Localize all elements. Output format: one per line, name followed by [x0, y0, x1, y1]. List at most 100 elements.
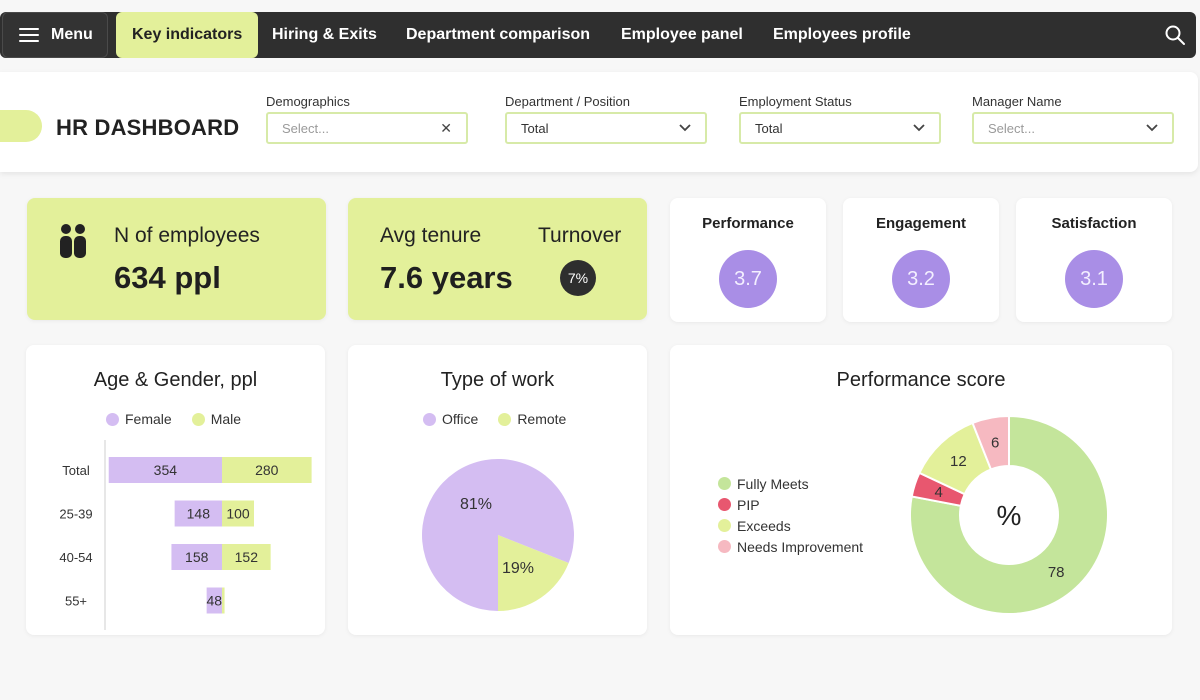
legend-item-exceeds: Exceeds	[718, 515, 863, 536]
accent-pill	[0, 110, 42, 142]
chart-legend: Fully Meets PIP Exceeds Needs Improvemen…	[718, 473, 863, 557]
performance-donut-chart: 78 4 12 6%	[909, 414, 1109, 615]
bar-female	[174, 500, 222, 527]
legend-swatch	[106, 412, 119, 426]
donut-center-label: %	[997, 500, 1022, 531]
chevron-down-icon	[679, 124, 691, 132]
kpi-employees-card: N of employees 634 ppl	[27, 198, 326, 320]
chart-title: Age & Gender, ppl	[93, 369, 258, 391]
score-value: 3.7	[719, 250, 777, 308]
chevron-down-icon	[1146, 124, 1158, 132]
tab-label: Employees profile	[773, 26, 911, 43]
select-value: Total	[755, 120, 783, 136]
legend-label: PIP	[737, 496, 760, 513]
chart-title: Performance score	[836, 369, 1006, 391]
score-title: Performance	[702, 215, 794, 232]
filter-label: Demographics	[266, 94, 350, 109]
legend-label: Female	[125, 411, 172, 427]
legend-item-pip: PIP	[718, 494, 863, 515]
data-label-male: 152	[235, 549, 259, 565]
legend-swatch	[718, 477, 731, 490]
data-label-female: 158	[185, 549, 209, 565]
bar-female	[108, 457, 222, 483]
select-placeholder: Select...	[282, 120, 329, 136]
tab-key-indicators[interactable]: Key indicators	[116, 12, 259, 58]
data-label-female: 48	[207, 593, 223, 609]
y-tick-label: Total	[62, 463, 90, 478]
legend-swatch	[498, 412, 512, 426]
type-of-work-pie-chart: 81% 19%	[422, 459, 574, 611]
data-label-female: 354	[154, 462, 178, 478]
tab-department-comparison[interactable]: Department comparison	[406, 12, 590, 58]
kpi-value: 7.6 years	[380, 260, 513, 295]
legend-swatch	[423, 412, 436, 426]
bar-male	[222, 544, 271, 570]
y-tick-label: 40-54	[59, 550, 92, 565]
satisfaction-score-card: Satisfaction 3.1	[1016, 198, 1172, 322]
kpi-label: N of employees	[114, 224, 260, 247]
filter-label: Manager Name	[972, 94, 1062, 109]
chart-title: Type of work	[440, 369, 555, 391]
bar-male	[222, 457, 312, 483]
search-icon[interactable]	[1164, 24, 1186, 46]
filter-label: Department / Position	[505, 94, 631, 109]
top-navigation-bar: Menu Key indicators Hiring & Exits Depar…	[0, 12, 1196, 58]
filter-department-position: Department / Position Total	[505, 94, 707, 144]
legend-label: Fully Meets	[737, 475, 809, 492]
chevron-down-icon	[913, 124, 925, 132]
demographics-select[interactable]: Select... ✕	[266, 112, 468, 144]
legend-swatch	[718, 519, 731, 532]
kpi-tenure-card: Avg tenure 7.6 years Turnover 7%	[348, 198, 647, 320]
donut-data-label: 12	[950, 453, 967, 470]
pie-slice-remote	[498, 535, 569, 611]
filter-employment-status: Employment Status Total	[739, 94, 941, 144]
legend-swatch	[718, 498, 731, 511]
legend-item-office: Office	[423, 411, 478, 427]
department-position-select[interactable]: Total	[505, 112, 707, 144]
bar-male	[222, 587, 225, 614]
filter-manager-name: Manager Name Select...	[972, 94, 1174, 144]
dashboard-header: HR DASHBOARD Demographics Select... ✕ De…	[0, 72, 1198, 172]
manager-name-select[interactable]: Select...	[972, 112, 1174, 144]
donut-data-label: 78	[1048, 564, 1065, 581]
legend-label: Remote	[517, 411, 567, 427]
y-tick-label: 25-39	[59, 507, 92, 522]
tab-hiring-exits[interactable]: Hiring & Exits	[272, 12, 377, 58]
tab-label: Employee panel	[621, 26, 743, 43]
filter-demographics: Demographics Select... ✕	[266, 94, 468, 144]
data-label-female: 148	[187, 506, 211, 522]
chart-legend: Female Male	[106, 411, 241, 427]
performance-score-chart-card: Performance score Fully Meets PIP Exceed…	[670, 345, 1172, 635]
donut-slice-fully-meets	[909, 414, 1109, 615]
turnover-badge: 7%	[560, 260, 596, 296]
page-title: HR DASHBOARD	[56, 115, 240, 140]
legend-label: Office	[442, 411, 479, 427]
score-value: 3.2	[892, 250, 950, 308]
tab-employees-profile[interactable]: Employees profile	[773, 12, 911, 58]
legend-item-fully-meets: Fully Meets	[718, 473, 863, 494]
select-value: Total	[521, 120, 549, 136]
tab-employee-panel[interactable]: Employee panel	[621, 12, 743, 58]
turnover-label: Turnover	[538, 224, 622, 247]
menu-button[interactable]: Menu	[2, 12, 108, 58]
kpi-label: Avg tenure	[380, 224, 482, 247]
y-tick-label: 55+	[65, 594, 87, 609]
data-label-male: 280	[255, 462, 279, 478]
legend-label: Needs Improvement	[737, 538, 864, 555]
data-label-male: 100	[226, 506, 250, 522]
legend-item-remote: Remote	[498, 411, 566, 427]
close-icon[interactable]: ✕	[440, 119, 452, 136]
people-icon	[60, 224, 86, 258]
filter-label: Employment Status	[739, 94, 852, 109]
legend-label: Exceeds	[737, 517, 791, 534]
employment-status-select[interactable]: Total	[739, 112, 941, 144]
engagement-score-card: Engagement 3.2	[843, 198, 999, 322]
legend-swatch	[191, 412, 205, 426]
hamburger-icon	[19, 28, 39, 42]
tab-label: Hiring & Exits	[272, 26, 377, 43]
legend-item-female: Female	[106, 411, 172, 427]
pie-label-remote: 19%	[502, 560, 534, 577]
pie-label-office: 81%	[460, 496, 492, 513]
donut-data-label: 6	[991, 434, 999, 451]
type-of-work-chart-card: Type of work Office Remote 81% 19%	[348, 345, 647, 635]
